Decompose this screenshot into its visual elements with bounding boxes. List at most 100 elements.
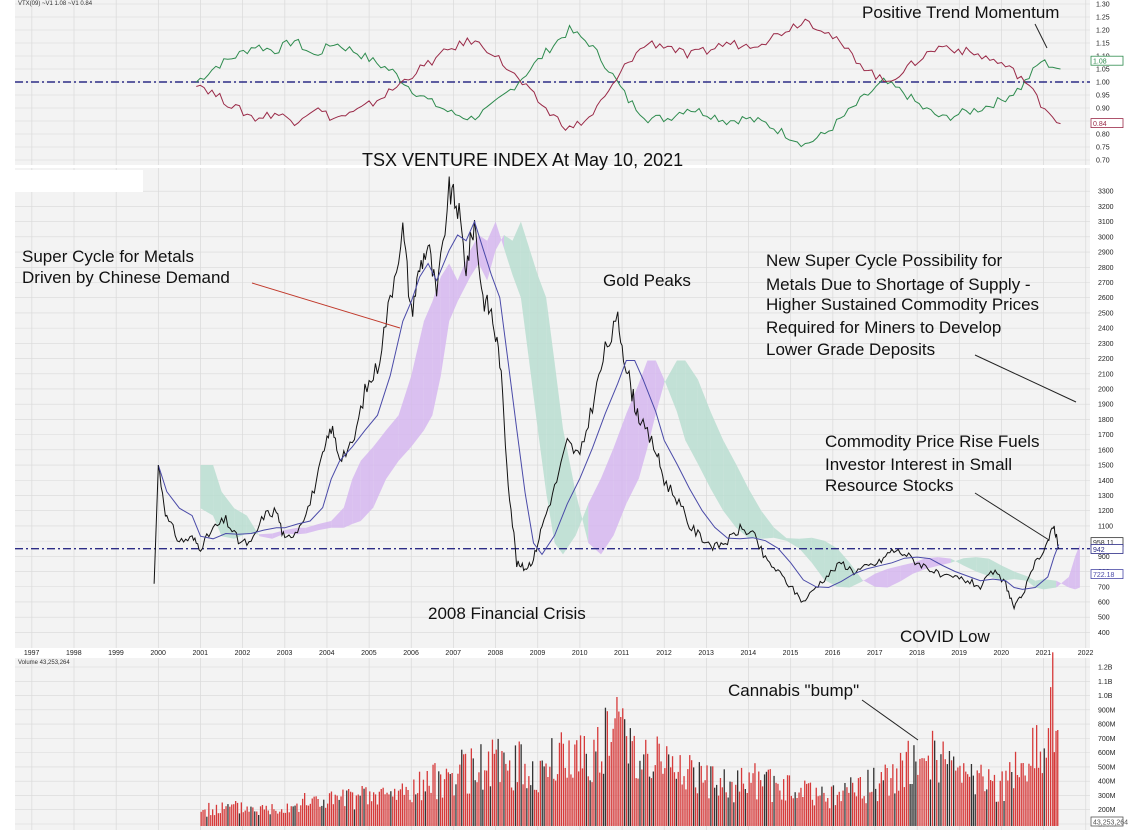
volume-bar: [967, 774, 969, 826]
volume-bar: [528, 776, 530, 826]
volume-bar: [1014, 751, 1017, 826]
volume-bar: [656, 736, 658, 826]
volume-bar: [915, 761, 917, 826]
volume-bar: [968, 776, 971, 826]
ichimoku-cloud-segment: [887, 565, 901, 588]
volume-bar: [489, 786, 492, 826]
volume-bar: [242, 812, 244, 826]
x-tick-label: 2021: [1036, 650, 1052, 657]
x-tick-label: 2000: [150, 650, 166, 657]
volume-bar: [754, 763, 756, 826]
volume-bar: [292, 806, 294, 826]
volume-bars: [200, 652, 1059, 826]
volume-bar: [225, 806, 227, 826]
volume-bar: [771, 802, 773, 826]
volume-bar: [635, 778, 637, 826]
volume-bar: [664, 768, 666, 826]
x-tick-label: 2004: [319, 650, 335, 657]
volume-bar: [1052, 652, 1054, 826]
volume-y-tick-label: 600M: [1098, 750, 1116, 757]
volume-bar: [633, 735, 635, 826]
volume-bar: [884, 764, 886, 826]
rs-y-tick-label: 1.20: [1096, 28, 1110, 35]
volume-bar: [934, 740, 936, 826]
price-y-tick-label: 2000: [1098, 386, 1114, 393]
volume-bar: [811, 799, 814, 826]
volume-bar: [432, 764, 434, 826]
x-tick-label: 2020: [993, 650, 1009, 657]
volume-bar: [685, 789, 687, 826]
ichimoku-cloud-segment: [1043, 579, 1057, 590]
volume-bar: [238, 813, 241, 826]
volume-bar: [876, 801, 879, 826]
price-y-tick-label: 2600: [1098, 295, 1114, 302]
volume-bar: [658, 743, 660, 826]
volume-bar: [982, 776, 984, 826]
ichimoku-cloud-segment: [950, 558, 964, 566]
volume-bar: [815, 787, 817, 826]
volume-bar: [457, 773, 459, 826]
volume-bar: [652, 771, 654, 826]
volume-bar: [683, 776, 685, 826]
volume-bar: [786, 775, 789, 826]
annotation-gold-peaks: Gold Peaks: [603, 271, 691, 290]
volume-bar: [790, 795, 792, 826]
ichimoku-cloud-segment: [710, 411, 724, 511]
volume-bar: [363, 788, 365, 826]
volume-bar: [1007, 780, 1009, 826]
volume-bar: [359, 795, 361, 826]
price-y-tick-label: 2400: [1098, 326, 1114, 333]
volume-bar: [794, 792, 796, 826]
rs-y-tick-label: 1.00: [1096, 80, 1110, 87]
volume-bar: [940, 754, 942, 826]
volume-bar: [957, 767, 959, 826]
volume-bar: [284, 812, 287, 826]
ichimoku-cloud-segment: [495, 221, 504, 251]
volume-bar: [752, 773, 754, 826]
volume-bar: [875, 788, 877, 826]
ichimoku-cloud-segment: [259, 533, 273, 539]
volume-bar: [761, 786, 764, 826]
ichimoku-cloud-segment: [512, 221, 521, 298]
x-tick-label: 1997: [24, 650, 40, 657]
x-tick-label: 2016: [825, 650, 841, 657]
x-tick-label: 2012: [656, 650, 672, 657]
annotations: Positive Trend Momentum Super Cycle for …: [22, 3, 1077, 741]
volume-bar: [650, 778, 653, 826]
volume-bar: [265, 805, 267, 826]
volume-bar: [309, 803, 311, 826]
volume-bar: [422, 779, 425, 826]
volume-bar: [597, 727, 599, 826]
ichimoku-clouds: [200, 221, 1080, 590]
volume-bar: [298, 811, 300, 826]
volume-bar: [405, 786, 407, 826]
volume-bar: [852, 782, 854, 826]
axis-labels: 1997 1998 1999 2000 2001 2002 2003 2004 2005 2006…: [24, 2, 1128, 829]
volume-bar: [288, 812, 290, 826]
volume-bar: [867, 769, 869, 826]
x-tick-label: 1999: [108, 650, 124, 657]
volume-bar: [668, 754, 670, 826]
volume-bar: [290, 806, 292, 826]
series-lines: [15, 18, 1090, 611]
x-tick-label: 2018: [909, 650, 925, 657]
volume-bar: [334, 794, 336, 826]
ichimoku-cloud-segment: [664, 360, 677, 412]
rs-y-tick-label: 1.05: [1096, 67, 1110, 74]
volume-bar: [491, 739, 494, 826]
volume-bar: [970, 764, 973, 826]
volume-bar: [988, 769, 990, 826]
volume-bar: [1013, 788, 1015, 826]
volume-bar: [861, 798, 863, 826]
volume-bar: [997, 801, 999, 826]
volume-bar: [543, 766, 545, 826]
ichimoku-cloud-segment: [520, 221, 530, 363]
ichimoku-cloud-segment: [575, 492, 589, 543]
volume-bar: [927, 755, 929, 826]
volume-bar: [802, 797, 804, 826]
volume-bar: [294, 805, 296, 826]
volume-bar: [773, 775, 775, 826]
volume-bar: [1039, 751, 1042, 826]
volume-bar: [1003, 801, 1005, 826]
price-ref-tag-box: [1090, 544, 1124, 554]
